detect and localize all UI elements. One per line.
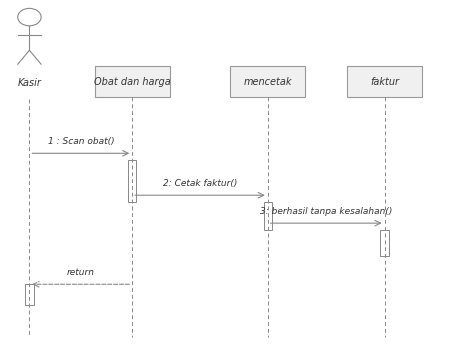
- Text: 2: Cetak faktur(): 2: Cetak faktur(): [163, 179, 237, 188]
- Bar: [264, 202, 272, 230]
- Text: faktur: faktur: [370, 77, 399, 87]
- Text: 3: berhasil tanpa kesalahan(): 3: berhasil tanpa kesalahan(): [260, 207, 392, 216]
- Bar: [230, 66, 305, 98]
- Bar: [95, 66, 170, 98]
- Bar: [25, 284, 34, 305]
- Bar: [347, 66, 422, 98]
- Text: 1 : Scan obat(): 1 : Scan obat(): [47, 137, 114, 146]
- Text: Obat dan harga: Obat dan harga: [94, 77, 171, 87]
- Text: mencetak: mencetak: [243, 77, 292, 87]
- Text: Kasir: Kasir: [17, 78, 41, 88]
- Bar: [128, 160, 136, 202]
- Bar: [380, 230, 389, 256]
- Text: return: return: [67, 268, 95, 277]
